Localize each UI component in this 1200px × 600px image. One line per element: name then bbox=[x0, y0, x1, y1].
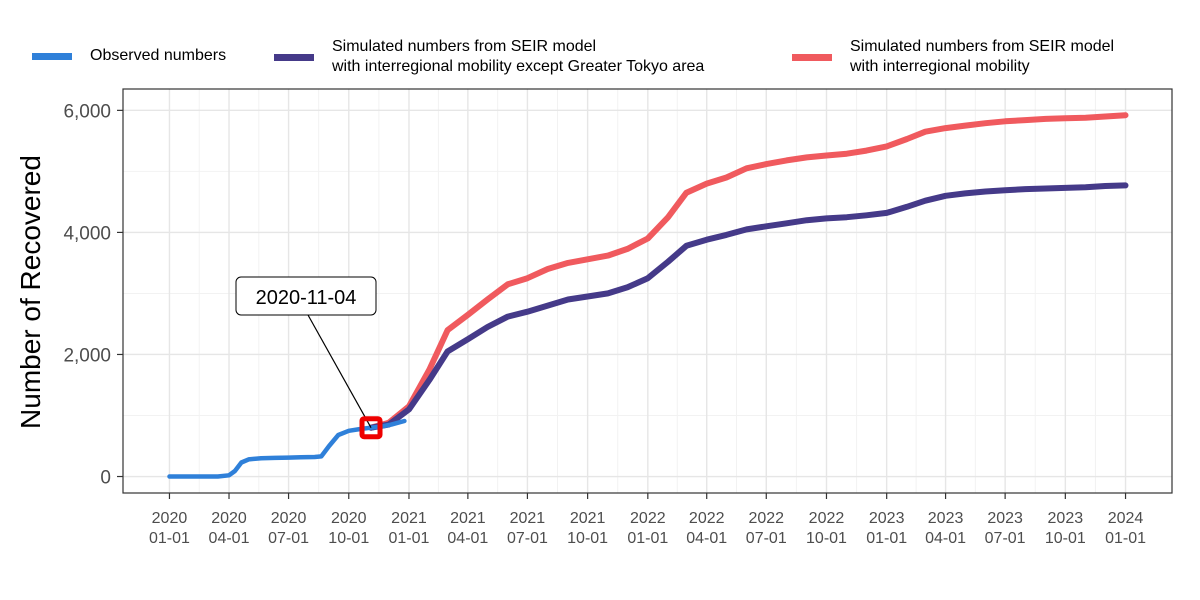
x-tick-label: 2022 07-01 bbox=[746, 510, 787, 547]
series-line-2 bbox=[368, 182, 1129, 431]
legend-label-observed: Observed numbers bbox=[90, 47, 227, 64]
legend-item-seir-mobility: Simulated numbers from SEIR model with i… bbox=[792, 37, 1114, 77]
x-tick-label: 2020 07-01 bbox=[268, 510, 309, 547]
x-tick-label: 2021 01-01 bbox=[389, 510, 430, 547]
annotation-leader-line bbox=[307, 314, 372, 428]
legend-item-observed: Observed numbers bbox=[32, 46, 226, 66]
legend-swatch-observed bbox=[32, 52, 72, 60]
y-axis-title: Number of Recovered bbox=[15, 155, 46, 429]
x-tick-label: 2021 10-01 bbox=[567, 510, 608, 547]
x-tick-label: 2023 07-01 bbox=[985, 510, 1026, 547]
series-line-3 bbox=[368, 112, 1129, 431]
legend-label-seir-except-tokyo: Simulated numbers from SEIR model with i… bbox=[332, 38, 705, 75]
x-tick-label: 2023 04-01 bbox=[925, 510, 966, 547]
x-tick-label: 2021 04-01 bbox=[447, 510, 488, 547]
x-tick-label: 2021 07-01 bbox=[507, 510, 548, 547]
y-tick-label: 6,000 bbox=[63, 101, 111, 122]
x-tick-label: 2024 01-01 bbox=[1105, 510, 1146, 547]
x-tick-label: 2020 04-01 bbox=[209, 510, 250, 547]
axes-layer: 2020 01-01 2020 04-01 2020 07-01 2020 10-01 2021… bbox=[63, 101, 1146, 547]
x-tick-label: 2022 01-01 bbox=[627, 510, 668, 547]
x-tick-label: 2020 10-01 bbox=[328, 510, 369, 547]
legend-swatch-seir-except-tokyo bbox=[274, 53, 314, 61]
y-tick-label: 4,000 bbox=[63, 223, 111, 244]
annotation-label: 2020-11-04 bbox=[256, 287, 357, 309]
x-tick-label: 2020 01-01 bbox=[149, 510, 190, 547]
legend-item-seir-except-tokyo: Simulated numbers from SEIR model with i… bbox=[274, 37, 704, 77]
series-layer bbox=[167, 112, 1129, 479]
x-tick-label: 2023 10-01 bbox=[1045, 510, 1086, 547]
series-line-1 bbox=[167, 418, 407, 479]
annotation-layer: 2020-11-04 bbox=[235, 276, 383, 440]
legend-swatch-seir-mobility bbox=[792, 53, 832, 61]
x-tick-label: 2022 04-01 bbox=[686, 510, 727, 547]
annotation-marker bbox=[359, 416, 383, 440]
annotation-label-box bbox=[235, 276, 377, 316]
y-tick-label: 0 bbox=[100, 468, 111, 489]
x-tick-label: 2023 01-01 bbox=[866, 510, 907, 547]
legend-label-seir-mobility: Simulated numbers from SEIR model with i… bbox=[850, 38, 1115, 75]
chart-legend: Observed numbers Simulated numbers from … bbox=[0, 0, 1200, 90]
y-tick-label: 2,000 bbox=[63, 345, 111, 366]
x-tick-label: 2022 10-01 bbox=[806, 510, 847, 547]
